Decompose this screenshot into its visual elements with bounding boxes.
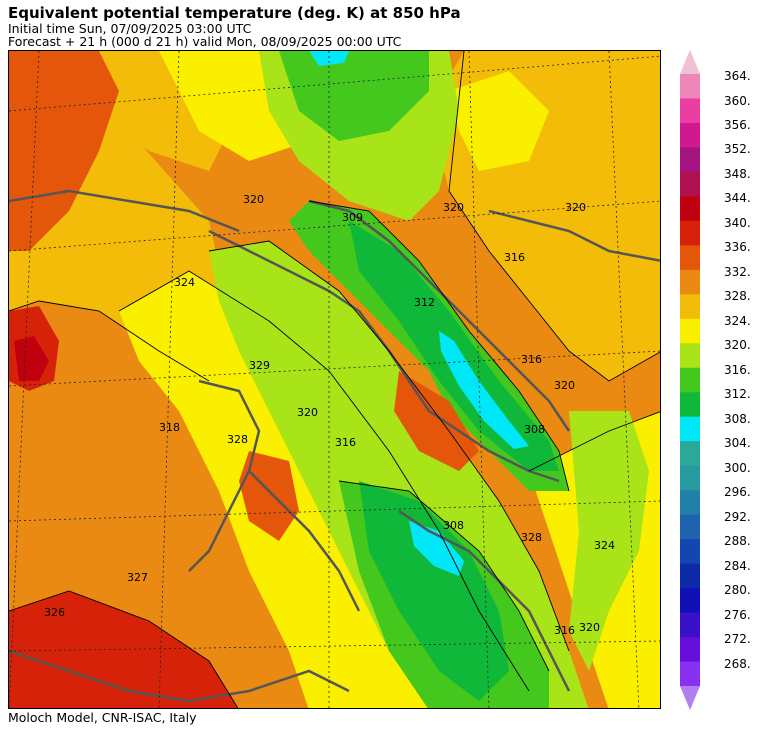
- colorbar-segment: [680, 318, 700, 344]
- colorbar-segment: [680, 588, 700, 614]
- field-336-southwest: [9, 591, 238, 708]
- contour-label: 320: [443, 201, 464, 214]
- colorbar-segment: [680, 563, 700, 589]
- colorbar-label: 340.: [724, 215, 751, 230]
- coastlines: [9, 189, 660, 703]
- colorbar-label: 336.: [724, 240, 751, 255]
- field-332-central: [239, 451, 299, 541]
- colorbar-label: 300.: [724, 460, 751, 475]
- colorbar-label: 348.: [724, 166, 751, 181]
- colorbar-segment: [680, 245, 700, 271]
- contour-label: 320: [579, 621, 600, 634]
- colorbar-label: 284.: [724, 558, 751, 573]
- field-320-ne: [449, 71, 549, 171]
- contour-label: 316: [554, 624, 575, 637]
- contour-label: 308: [443, 519, 464, 532]
- colorbar-label: 304.: [724, 436, 751, 451]
- contour-lines: [9, 51, 660, 708]
- colorbar-segment: [680, 269, 700, 295]
- colorbar-label: 280.: [724, 583, 751, 598]
- contour-label: 327: [127, 571, 148, 584]
- forecast-validity: Forecast + 21 h (000 d 21 h) valid Mon, …: [8, 34, 402, 49]
- colorbar-top-cap: [680, 50, 700, 74]
- colorbar-segments: [680, 74, 700, 687]
- colorbar-segment: [680, 343, 700, 369]
- colorbar-label: 356.: [724, 118, 751, 132]
- colorbar-label: 316.: [724, 362, 751, 377]
- colorbar-segment: [680, 539, 700, 565]
- contour-label: 318: [159, 421, 180, 434]
- field-308-north: [309, 51, 349, 66]
- colorbar-segment: [680, 147, 700, 173]
- field-308-adriatic: [439, 331, 529, 449]
- colorbar-label: 268.: [724, 656, 751, 671]
- colorbar-label: 360.: [724, 93, 751, 108]
- contour-label: 326: [44, 606, 65, 619]
- colorbar-segment: [680, 416, 700, 442]
- contour-label: 320: [554, 379, 575, 392]
- colorbar-label: 352.: [724, 142, 751, 157]
- contour-label: 324: [174, 276, 195, 289]
- colorbar-label: 364.: [724, 69, 751, 83]
- map-canvas: 309 320 312 316 320 308 320 316 324 329 …: [9, 51, 660, 708]
- contour-label: 312: [414, 296, 435, 309]
- colorbar-segment: [680, 612, 700, 638]
- colorbar: 364. 360. 356. 352. 348. 344. 340. 336. 332. 328.…: [680, 50, 760, 712]
- colorbar-label: 292.: [724, 509, 751, 524]
- contour-label: 324: [594, 539, 615, 552]
- colorbar-segment: [680, 171, 700, 197]
- colorbar-label: 344.: [724, 191, 751, 206]
- field-312-north: [279, 51, 429, 141]
- colorbar-segment: [680, 490, 700, 516]
- field-308-tyrrhenian: [409, 521, 464, 576]
- colorbar-segment: [680, 392, 700, 418]
- contour-label: 328: [227, 433, 248, 446]
- contour-label: 308: [524, 423, 545, 436]
- contour-label: 328: [521, 531, 542, 544]
- colorbar-segment: [680, 98, 700, 124]
- colorbar-segment: [680, 196, 700, 222]
- header: Equivalent potential temperature (deg. K…: [8, 4, 461, 48]
- map-title: Equivalent potential temperature (deg. K…: [8, 4, 461, 22]
- contour-label: 320: [297, 406, 318, 419]
- colorbar-segment: [680, 122, 700, 148]
- initial-time: Initial time Sun, 07/09/2025 03:00 UTC: [8, 21, 252, 36]
- colorbar-scale: [680, 50, 700, 710]
- theta-e-map: 309 320 312 316 320 308 320 316 324 329 …: [8, 50, 661, 709]
- colorbar-segment: [680, 514, 700, 540]
- colorbar-label: 328.: [724, 289, 751, 304]
- field-310-core: [359, 481, 509, 701]
- colorbar-bottom-cap: [680, 686, 700, 710]
- colorbar-segment: [680, 465, 700, 491]
- colorbar-label: 308.: [724, 411, 751, 426]
- graticule: [9, 51, 660, 708]
- contour-label: 309: [342, 211, 363, 224]
- contour-label: 316: [504, 251, 525, 264]
- colorbar-segment: [680, 441, 700, 467]
- contour-label: 320: [243, 193, 264, 206]
- field-340-spot: [14, 336, 49, 381]
- colorbar-segment: [680, 74, 700, 99]
- colorbar-label: 332.: [724, 264, 751, 279]
- colorbar-label: 272.: [724, 632, 751, 646]
- colorbar-label: 288.: [724, 534, 751, 549]
- contour-label-group: 309 320 312 316 320 308 320 316 324 329 …: [44, 193, 615, 637]
- colorbar-label: 296.: [724, 485, 751, 500]
- model-credit: Moloch Model, CNR-ISAC, Italy: [8, 710, 197, 725]
- colorbar-segment: [680, 637, 700, 663]
- field-332-italy: [394, 371, 479, 471]
- colorbar-label: 312.: [724, 387, 751, 402]
- colorbar-label: 276.: [724, 607, 751, 622]
- colorbar-segment: [680, 661, 700, 687]
- contour-label: 320: [565, 201, 586, 214]
- colorbar-label: 320.: [724, 338, 751, 353]
- colorbar-label: 324.: [724, 313, 751, 328]
- contour-label: 329: [249, 359, 270, 372]
- field-316-east: [569, 411, 649, 671]
- contour-label: 316: [521, 353, 542, 366]
- contour-label: 316: [335, 436, 356, 449]
- colorbar-segment: [680, 367, 700, 393]
- colorbar-segment: [680, 220, 700, 246]
- colorbar-segment: [680, 294, 700, 320]
